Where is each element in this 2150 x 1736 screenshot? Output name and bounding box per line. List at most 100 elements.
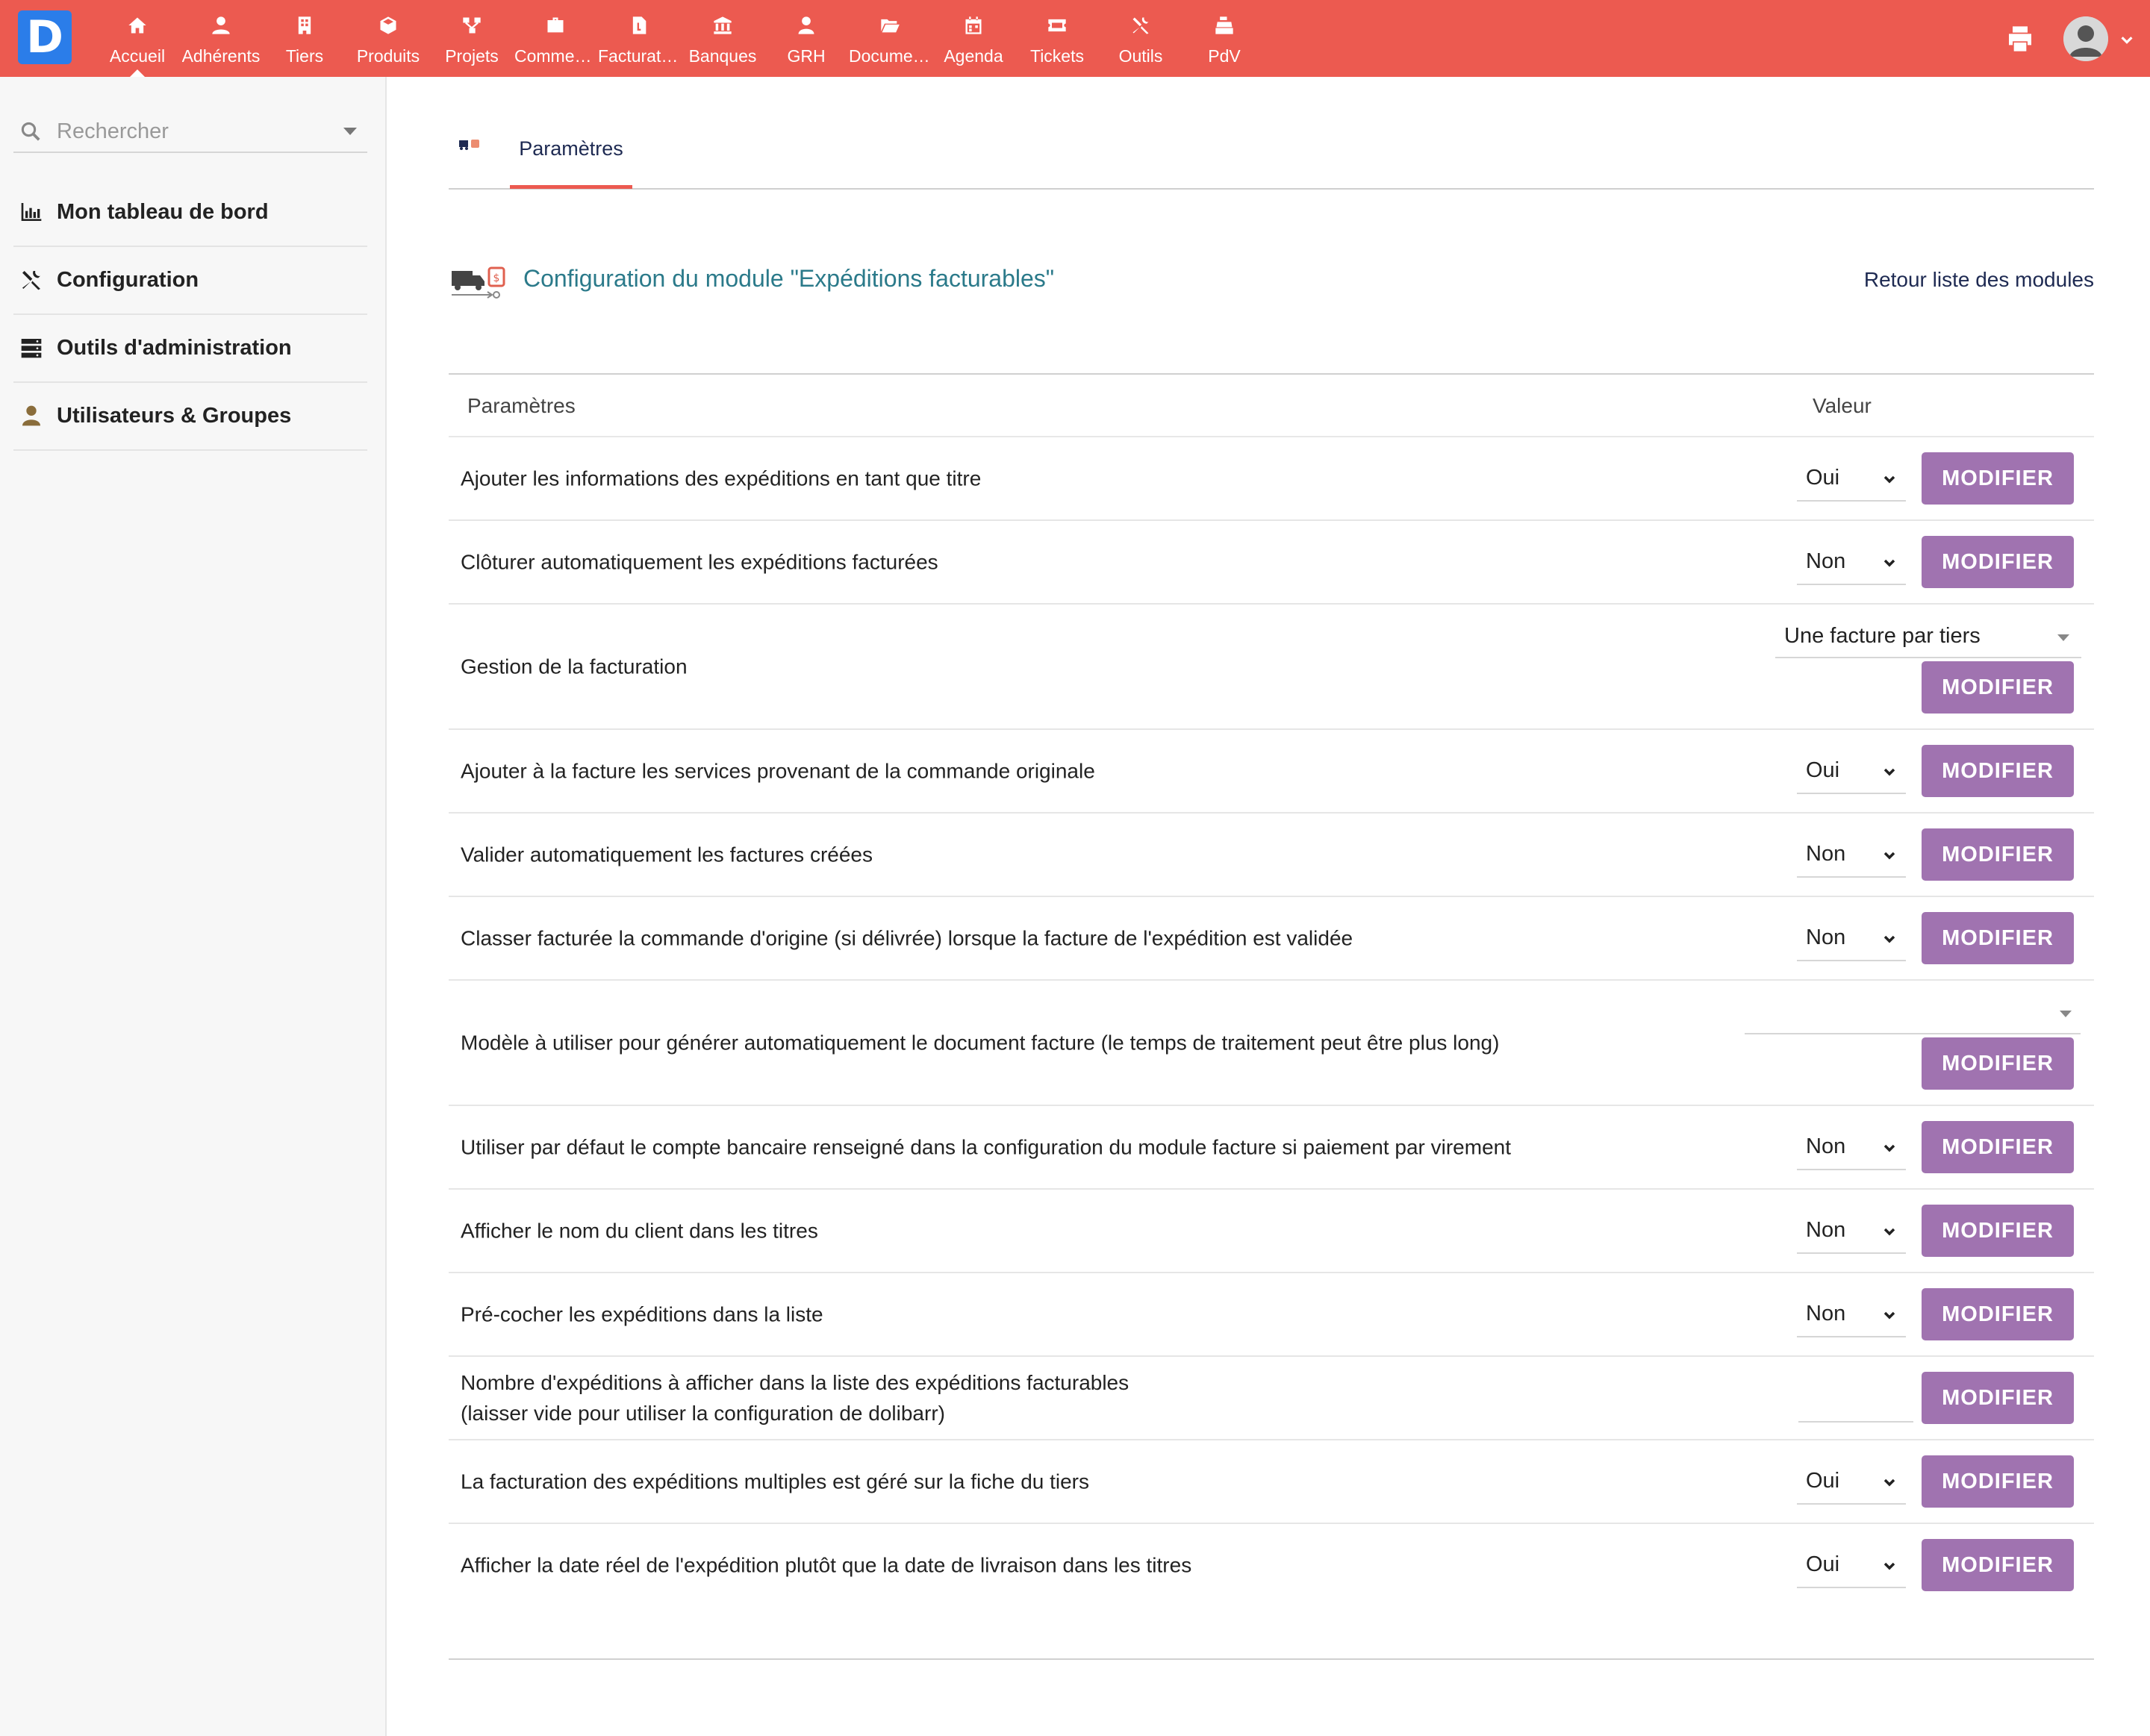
home-icon: [125, 13, 149, 37]
member-icon: [209, 13, 233, 37]
chevron-down-icon: [1882, 1308, 1897, 1323]
modify-button[interactable]: MODIFIER: [1922, 661, 2074, 714]
page-header: $ Configuration du module "Expéditions f…: [449, 257, 2094, 302]
header-value: Valeur: [1813, 394, 1872, 417]
table-row: Afficher la date réel de l'expédition pl…: [449, 1524, 2094, 1606]
modify-button[interactable]: MODIFIER: [1922, 912, 2074, 964]
setting-label: Classer facturée la commande d'origine (…: [461, 926, 1353, 950]
billing-mode-select[interactable]: Une facture par tiers: [1775, 618, 2081, 658]
table-row: Modèle à utiliser pour générer automatiq…: [449, 981, 2094, 1106]
table-row: Classer facturée la commande d'origine (…: [449, 897, 2094, 981]
chevron-down-icon: [1882, 472, 1897, 487]
sidebar-item-dashboard[interactable]: Mon tableau de bord: [13, 178, 367, 247]
page-title: Configuration du module "Expéditions fac…: [523, 265, 1055, 292]
dolibarr-logo[interactable]: D: [18, 10, 72, 64]
chevron-down-icon: [1882, 764, 1897, 779]
sidebar-item-admin-tools[interactable]: Outils d'administration: [13, 314, 367, 383]
folder-icon: [878, 13, 902, 37]
value-select[interactable]: Non: [1797, 1209, 1906, 1254]
nav-thirdparties[interactable]: Tiers: [263, 0, 346, 77]
calendar-icon: [962, 13, 985, 37]
chevron-down-icon: [1882, 555, 1897, 570]
modify-button[interactable]: MODIFIER: [1922, 828, 2074, 881]
value-select[interactable]: Non: [1797, 1293, 1906, 1337]
module-tab-icon[interactable]: [458, 136, 483, 155]
table-row: Pré-cocher les expéditions dans la liste…: [449, 1273, 2094, 1357]
nav-billing[interactable]: Facturation: [597, 0, 681, 77]
nav-documents[interactable]: Documents: [848, 0, 932, 77]
setting-label: Valider automatiquement les factures cré…: [461, 843, 873, 867]
modify-button[interactable]: MODIFIER: [1922, 1372, 2074, 1424]
value-select[interactable]: Non: [1797, 540, 1906, 585]
user-avatar[interactable]: [2063, 16, 2108, 61]
nav-pos[interactable]: PdV: [1182, 0, 1266, 77]
value-select[interactable]: Non: [1797, 1125, 1906, 1170]
invoice-icon: [627, 13, 651, 37]
nav-members[interactable]: Adhérents: [179, 0, 263, 77]
search-dropdown-icon[interactable]: [343, 128, 357, 135]
value-select[interactable]: Non: [1797, 917, 1906, 961]
nav-home[interactable]: Accueil: [96, 0, 179, 77]
setting-label: Nombre d'expéditions à afficher dans la …: [461, 1367, 1521, 1429]
modify-button[interactable]: MODIFIER: [1922, 1455, 2074, 1508]
modify-button[interactable]: MODIFIER: [1922, 745, 2074, 797]
briefcase-icon: [543, 13, 567, 37]
tools-icon: [18, 266, 45, 293]
table-row: Nombre d'expéditions à afficher dans la …: [449, 1357, 2094, 1440]
value-select[interactable]: Oui: [1797, 1460, 1906, 1505]
chevron-down-icon: [1882, 1475, 1897, 1490]
top-navbar: D Accueil Adhérents Tiers Produits Proje…: [0, 0, 2150, 77]
setting-label: Ajouter à la facture les services proven…: [461, 759, 1095, 783]
project-icon: [460, 13, 484, 37]
table-row: Gestion de la facturation Une facture pa…: [449, 605, 2094, 730]
back-to-modules-link[interactable]: Retour liste des modules: [1863, 268, 2094, 291]
nav-tools[interactable]: Outils: [1099, 0, 1182, 77]
cube-icon: [376, 13, 400, 37]
search-input[interactable]: [55, 116, 342, 147]
svg-text:$: $: [493, 272, 500, 284]
shipments-count-input[interactable]: [1798, 1379, 1913, 1423]
table-row: Afficher le nom du client dans les titre…: [449, 1190, 2094, 1273]
modify-button[interactable]: MODIFIER: [1922, 1037, 2074, 1090]
sidebar-item-configuration[interactable]: Configuration: [13, 246, 367, 315]
hr-icon: [794, 13, 818, 37]
search-icon: [19, 120, 42, 143]
modify-button[interactable]: MODIFIER: [1922, 1121, 2074, 1173]
nav-tickets[interactable]: Tickets: [1015, 0, 1099, 77]
value-select[interactable]: Non: [1797, 833, 1906, 878]
dropdown-arrow-icon: [2060, 1011, 2072, 1017]
modify-button[interactable]: MODIFIER: [1922, 452, 2074, 505]
table-row: Ajouter les informations des expéditions…: [449, 437, 2094, 521]
setting-label: Afficher le nom du client dans les titre…: [461, 1219, 818, 1243]
nav-products[interactable]: Produits: [346, 0, 430, 77]
server-icon: [18, 334, 45, 361]
modify-button[interactable]: MODIFIER: [1922, 1539, 2074, 1591]
nav-bank[interactable]: Banques: [681, 0, 764, 77]
value-select[interactable]: Oui: [1797, 1543, 1906, 1588]
chevron-down-icon[interactable]: [2119, 31, 2135, 48]
sidebar: Mon tableau de bord Configuration Outils…: [0, 77, 387, 1736]
modify-button[interactable]: MODIFIER: [1922, 1288, 2074, 1340]
nav-projects[interactable]: Projets: [430, 0, 514, 77]
setting-label: Pré-cocher les expéditions dans la liste: [461, 1302, 823, 1326]
nav-hr[interactable]: GRH: [764, 0, 848, 77]
template-select[interactable]: [1745, 994, 2081, 1034]
chevron-down-icon: [1882, 1224, 1897, 1239]
nav-commerce[interactable]: Commerce: [514, 0, 597, 77]
chevron-down-icon: [1882, 848, 1897, 863]
chevron-down-icon: [1882, 931, 1897, 946]
sidebar-item-users-groups[interactable]: Utilisateurs & Groupes: [13, 382, 367, 451]
modify-button[interactable]: MODIFIER: [1922, 1205, 2074, 1257]
modify-button[interactable]: MODIFIER: [1922, 536, 2074, 588]
nav-agenda[interactable]: Agenda: [932, 0, 1015, 77]
value-select[interactable]: Oui: [1797, 749, 1906, 794]
setting-label-line: Nombre d'expéditions à afficher dans la …: [461, 1371, 1129, 1394]
setting-label-line: (laisser vide pour utiliser la configura…: [461, 1402, 945, 1425]
table-header: Paramètres Valeur: [449, 373, 2094, 437]
table-row: Utiliser par défaut le compte bancaire r…: [449, 1106, 2094, 1190]
setting-label: Ajouter les informations des expéditions…: [461, 466, 982, 490]
print-icon[interactable]: [2005, 24, 2035, 54]
settings-table: Paramètres Valeur Ajouter les informatio…: [449, 373, 2094, 1606]
value-select[interactable]: Oui: [1797, 457, 1906, 502]
tab-parameters[interactable]: Paramètres: [510, 112, 632, 189]
